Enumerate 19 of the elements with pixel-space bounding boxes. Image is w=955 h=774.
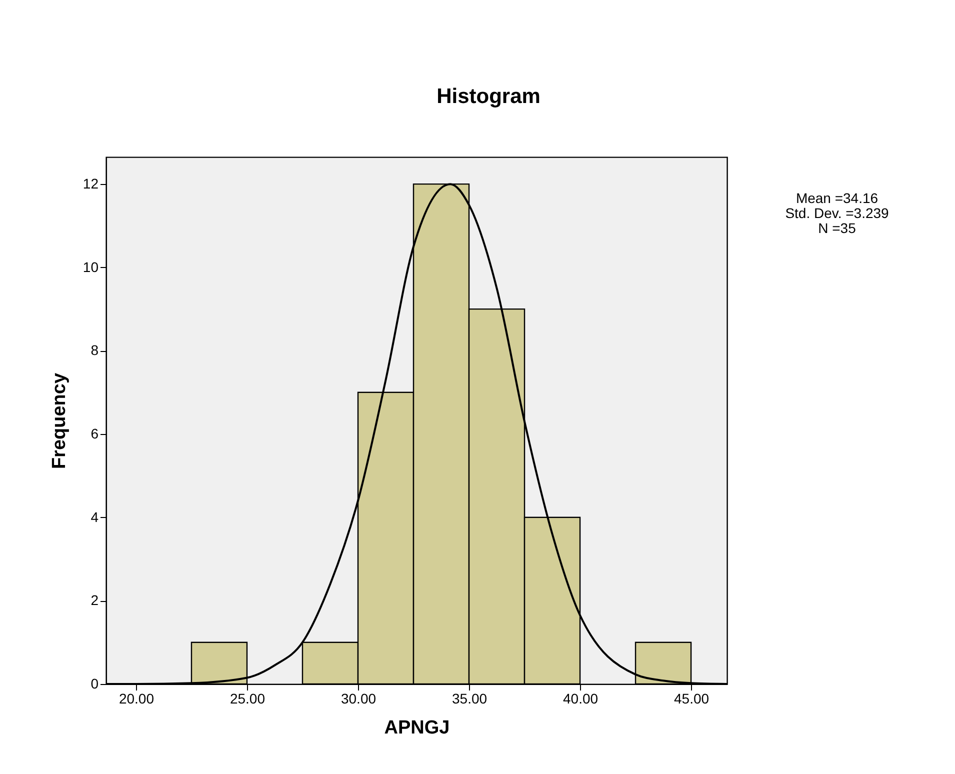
x-tick-label: 40.00 <box>562 690 598 706</box>
x-tick-label: 25.00 <box>230 690 266 706</box>
y-tick-label: 2 <box>90 592 99 608</box>
x-tick-label: 20.00 <box>118 690 154 706</box>
chart-title: Histogram <box>436 85 540 108</box>
text: Mean =34.16 <box>796 190 878 206</box>
y-tick-label: 12 <box>82 176 99 192</box>
y-tick-label: 6 <box>90 426 99 442</box>
y-axis-title: Frequency <box>48 372 70 470</box>
y-tick-label: 0 <box>90 676 99 692</box>
x-tick-label: 35.00 <box>452 690 488 706</box>
y-tick-label: 10 <box>82 258 99 275</box>
text: Std. Dev. =3.239 <box>785 205 890 221</box>
x-tick-label: 30.00 <box>340 690 376 706</box>
y-tick-label: 4 <box>90 508 99 525</box>
text: N =35 <box>818 220 856 236</box>
x-axis-title: APNGJ <box>384 718 450 738</box>
y-tick-label: 8 <box>90 342 99 358</box>
x-tick-label: 45.00 <box>674 690 710 706</box>
